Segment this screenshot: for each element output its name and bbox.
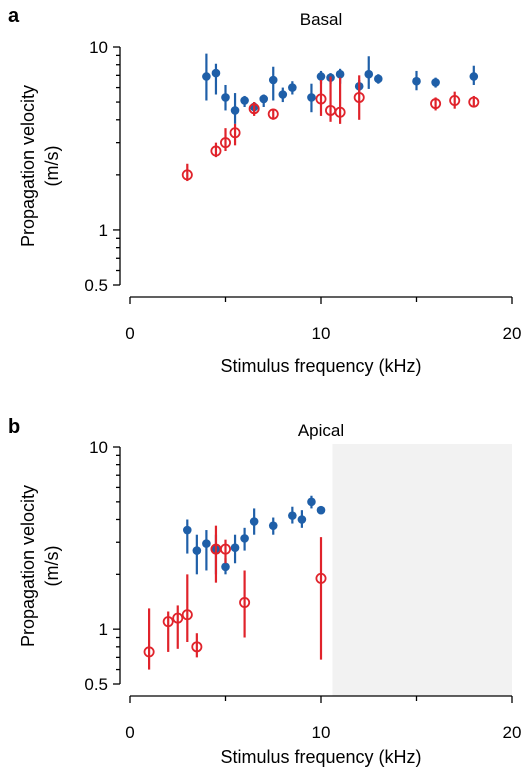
data-point [230,106,240,115]
data-point [268,521,278,530]
excluded-region-shading [332,444,512,696]
data-point [172,612,184,624]
data-point [334,106,346,118]
data-point [183,525,192,535]
data-point [211,68,221,78]
data-point [307,497,316,507]
data-point [229,127,241,139]
data-point [315,572,327,584]
y-axis-title: Propagation velocity [18,85,38,247]
y-axis-title: Propagation velocity [18,485,38,647]
data-point [181,169,193,181]
y-tick-label: 10 [89,438,108,457]
data-point [297,515,307,524]
data-point [219,137,231,149]
panel-letter: b [8,416,20,438]
y-tick-label: 1 [99,620,108,639]
x-axis-title: Stimulus frequency (kHz) [220,747,421,767]
data-point [210,145,222,157]
data-point [315,93,327,105]
y-tick-label: 0.5 [84,675,108,694]
data-point [248,103,260,115]
chart-title: Basal [300,10,343,29]
y-axis-title: (m/s) [42,146,62,187]
series-filled [183,495,326,575]
data-point [412,76,421,86]
data-point [202,539,211,548]
data-point [191,641,203,653]
x-tick-label: 10 [312,723,331,742]
data-point [240,534,249,543]
data-point [230,543,240,553]
chart-panel-a: a Basal 0.5 1 10 0 10 20 Stimulus frequency (kHz… [8,5,521,376]
data-point [374,74,383,84]
data-point [431,78,440,87]
data-point [268,75,278,85]
data-point [469,72,479,81]
y-axis-title: (m/s) [42,546,62,587]
x-tick-label: 10 [312,324,331,343]
data-point [335,69,345,79]
data-point [353,91,365,103]
data-point [240,96,249,105]
x-axis-title: Stimulus frequency (kHz) [220,356,421,376]
data-point [316,505,326,515]
chart-panel-b: b Apical 0.5 1 10 0 10 20 Stimulus frequency (kH… [8,416,521,767]
data-point [307,93,316,102]
data-point [267,108,279,120]
x-tick-label: 20 [503,723,522,742]
data-point [364,69,374,79]
data-point [239,597,251,609]
panel-letter: a [8,5,20,27]
chart-title: Apical [298,421,344,440]
series-open [181,75,480,182]
data-point [221,93,230,102]
data-point [219,543,231,555]
data-point [316,72,326,81]
data-point [449,94,461,106]
data-point [468,96,480,108]
series-open [143,525,327,670]
y-tick-label: 0.5 [84,276,108,295]
data-point [162,616,174,628]
data-point [430,98,442,110]
x-tick-label: 0 [125,723,134,742]
data-point [249,517,259,526]
x-tick-label: 0 [125,324,134,343]
data-point [278,90,288,99]
data-point [288,511,297,520]
data-point [288,83,297,92]
data-point [192,546,202,555]
data-point [202,72,211,81]
y-tick-label: 1 [99,221,108,240]
x-tick-label: 20 [503,324,522,343]
data-point [181,609,193,621]
data-point [143,646,155,658]
data-point [221,562,230,572]
y-tick-label: 10 [89,38,108,57]
data-point [259,94,269,104]
